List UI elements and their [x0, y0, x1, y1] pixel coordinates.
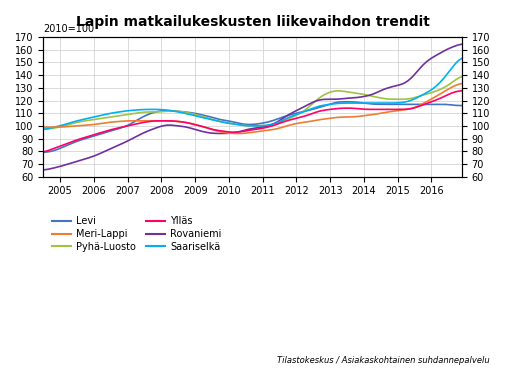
Legend: Levi, Meri-Lappi, Pyhä-Luosto, Ylläs, Rovaniemi, Saariselkä: Levi, Meri-Lappi, Pyhä-Luosto, Ylläs, Ro…: [48, 212, 225, 256]
Text: Tilastokeskus / Asiakaskohtainen suhdannepalvelu: Tilastokeskus / Asiakaskohtainen suhdann…: [277, 356, 490, 365]
Title: Lapin matkailukeskusten liikevaihdon trendit: Lapin matkailukeskusten liikevaihdon tre…: [76, 15, 429, 29]
Text: 2010=100: 2010=100: [43, 24, 94, 34]
